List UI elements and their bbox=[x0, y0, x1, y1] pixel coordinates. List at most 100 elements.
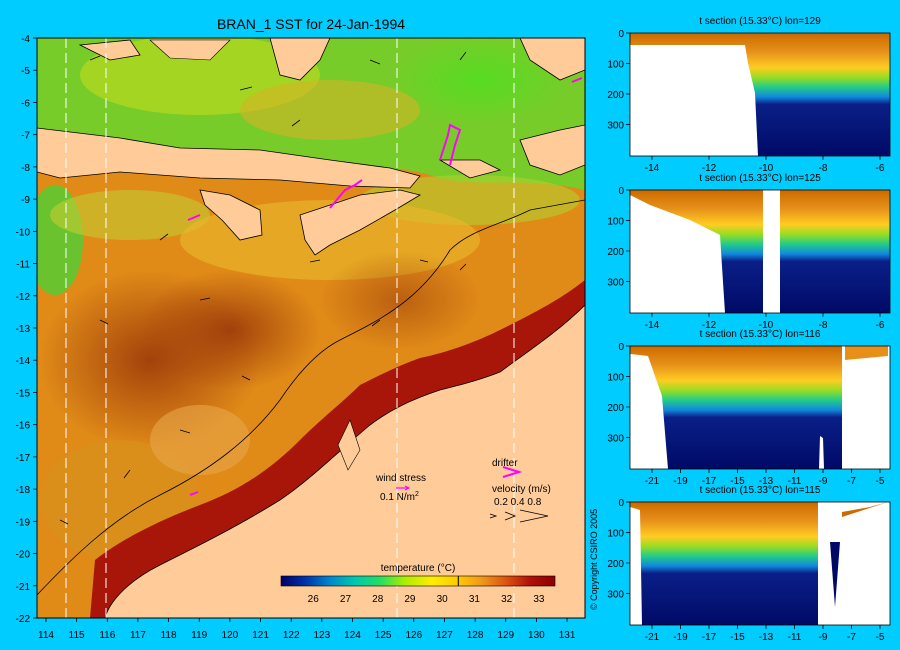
section-y-tick-label: 200 bbox=[607, 247, 624, 258]
lon-tick-label: 119 bbox=[191, 630, 207, 641]
section-x-tick-label: -11 bbox=[788, 632, 802, 643]
colorbar-tick-label: 33 bbox=[533, 594, 545, 605]
map-title: BRAN_1 SST for 24-Jan-1994 bbox=[217, 16, 405, 32]
wind-stress-legend: wind stress 0.1 N/m2 bbox=[375, 473, 426, 503]
section-y-tick-label: 100 bbox=[607, 373, 624, 384]
section-y-tick-label: 100 bbox=[607, 529, 624, 540]
section-y-tick-label: 200 bbox=[607, 403, 624, 414]
section-x-tick-label: -7 bbox=[847, 476, 856, 487]
section-title: t section (15.33°C) lon=125 bbox=[699, 173, 821, 184]
section-y-tick-label: 300 bbox=[607, 590, 624, 601]
section-y-tick-label: 300 bbox=[607, 278, 624, 289]
section-x-tick-label: -10 bbox=[759, 320, 774, 331]
temperature-sections: t section (15.33°C) lon=129 0 100 200 300 -14… bbox=[607, 16, 891, 643]
section-x-tick-label: -5 bbox=[876, 476, 885, 487]
lat-tick-label: -20 bbox=[16, 550, 31, 561]
drifter-label: drifter bbox=[492, 458, 518, 469]
section-x-tick-label: -7 bbox=[847, 632, 856, 643]
colorbar-label: temperature (°C) bbox=[381, 563, 456, 574]
colorbar-tick-label: 28 bbox=[372, 594, 384, 605]
longitude-axis: 114 115 116 117 118 119 120 121 122 123 124 125 126 1… bbox=[38, 618, 576, 641]
wind-stress-label: wind stress bbox=[375, 473, 426, 484]
lon-tick-label: 122 bbox=[283, 630, 300, 641]
temperature-colorbar: temperature (°C) 26 27 28 29 30 31 32 33 bbox=[280, 563, 556, 605]
lon-tick-label: 121 bbox=[252, 630, 269, 641]
velocity-values: 0.2 0.4 0.8 bbox=[494, 497, 542, 508]
lon-tick-label: 126 bbox=[405, 630, 422, 641]
section-y-tick-label: 100 bbox=[607, 217, 624, 228]
section-x-tick-label: -15 bbox=[730, 632, 745, 643]
lat-tick-label: -22 bbox=[16, 614, 31, 625]
section-panel: t section (15.33°C) lon=125 0 100 200 300 -14… bbox=[607, 173, 891, 331]
section-y-tick-label: 200 bbox=[607, 559, 624, 570]
lon-tick-label: 123 bbox=[314, 630, 331, 641]
section-y-tick-label: 300 bbox=[607, 434, 624, 445]
lat-tick-label: -19 bbox=[16, 517, 31, 528]
section-y-tick-label: 0 bbox=[618, 342, 624, 353]
section-title: t section (15.33°C) lon=129 bbox=[699, 16, 821, 27]
lat-tick-label: -10 bbox=[16, 227, 31, 238]
lon-tick-label: 128 bbox=[467, 630, 484, 641]
colorbar-tick-label: 31 bbox=[469, 594, 481, 605]
section-x-tick-label: -19 bbox=[673, 476, 688, 487]
section-x-tick-label: -10 bbox=[759, 163, 774, 174]
lat-tick-label: -11 bbox=[16, 260, 30, 271]
lat-tick-label: -17 bbox=[16, 453, 31, 464]
wind-stress-sup: 2 bbox=[415, 491, 419, 498]
colorbar-tick-label: 26 bbox=[308, 594, 320, 605]
lon-tick-label: 114 bbox=[38, 630, 54, 641]
lon-tick-label: 131 bbox=[559, 630, 576, 641]
section-panel: t section (15.33°C) lon=129 0 100 200 300 -14… bbox=[607, 16, 891, 174]
section-x-tick-label: -17 bbox=[702, 632, 717, 643]
section-x-tick-label: -17 bbox=[702, 476, 717, 487]
lon-tick-label: 115 bbox=[69, 630, 85, 641]
velocity-label: velocity (m/s) bbox=[492, 484, 551, 495]
lon-tick-label: 125 bbox=[375, 630, 392, 641]
section-y-tick-label: 200 bbox=[607, 90, 624, 101]
latitude-axis: -4 -5 -6 -7 -8 -9 -10 -11 -12 -13 -14 -15 -16 -17 -18 -… bbox=[16, 34, 37, 625]
lon-tick-label: 129 bbox=[497, 630, 514, 641]
section-x-tick-label: -12 bbox=[702, 320, 717, 331]
colorbar-tick-label: 29 bbox=[404, 594, 416, 605]
section-x-tick-label: -14 bbox=[645, 163, 660, 174]
section-x-tick-label: -21 bbox=[645, 476, 660, 487]
section-x-tick-label: -5 bbox=[876, 632, 885, 643]
section-panel: t section (15.33°C) lon=115 0 100 200 300 -21… bbox=[607, 485, 891, 643]
wind-stress-scale: 0.1 N/m bbox=[380, 492, 415, 503]
lat-tick-label: -12 bbox=[16, 292, 31, 303]
section-x-tick-label: -8 bbox=[819, 320, 828, 331]
section-x-tick-label: -6 bbox=[876, 320, 885, 331]
drifter-tracks bbox=[187, 77, 583, 496]
section-x-tick-label: -21 bbox=[645, 632, 660, 643]
sst-map: BRAN_1 SST for 24-Jan-1994 bbox=[16, 16, 586, 641]
section-x-tick-label: -9 bbox=[819, 476, 828, 487]
section-x-tick-label: -13 bbox=[759, 632, 774, 643]
colorbar-tick-label: 30 bbox=[437, 594, 449, 605]
lat-tick-label: -18 bbox=[16, 485, 31, 496]
section-x-tick-label: -9 bbox=[819, 632, 828, 643]
lat-tick-label: -21 bbox=[16, 582, 31, 593]
section-x-tick-label: -8 bbox=[819, 163, 828, 174]
lon-tick-label: 120 bbox=[222, 630, 239, 641]
wind-stress-vectors bbox=[59, 51, 467, 525]
sst-field bbox=[37, 38, 585, 618]
section-title: t section (15.33°C) lon=116 bbox=[700, 329, 821, 340]
section-x-tick-label: -14 bbox=[645, 320, 660, 331]
section-y-tick-label: 0 bbox=[618, 29, 624, 40]
section-x-tick-label: -19 bbox=[673, 632, 688, 643]
lat-tick-label: -5 bbox=[21, 66, 30, 77]
lat-tick-label: -15 bbox=[16, 388, 31, 399]
copyright-text: © Copyright CSIRO 2005 bbox=[589, 509, 599, 610]
lat-tick-label: -8 bbox=[21, 163, 30, 174]
section-panel: t section (15.33°C) lon=116 0 100 200 300 -21… bbox=[607, 329, 891, 487]
lat-tick-label: -14 bbox=[16, 356, 31, 367]
colorbar-tick-label: 32 bbox=[501, 594, 513, 605]
section-x-tick-label: -13 bbox=[759, 476, 774, 487]
lon-tick-label: 124 bbox=[344, 630, 361, 641]
section-y-tick-label: 0 bbox=[618, 498, 624, 509]
svg-text:0.1 N/m2: 0.1 N/m2 bbox=[380, 491, 419, 503]
lat-tick-label: -7 bbox=[21, 131, 30, 142]
section-y-tick-label: 300 bbox=[607, 121, 624, 132]
lon-tick-label: 130 bbox=[528, 630, 545, 641]
